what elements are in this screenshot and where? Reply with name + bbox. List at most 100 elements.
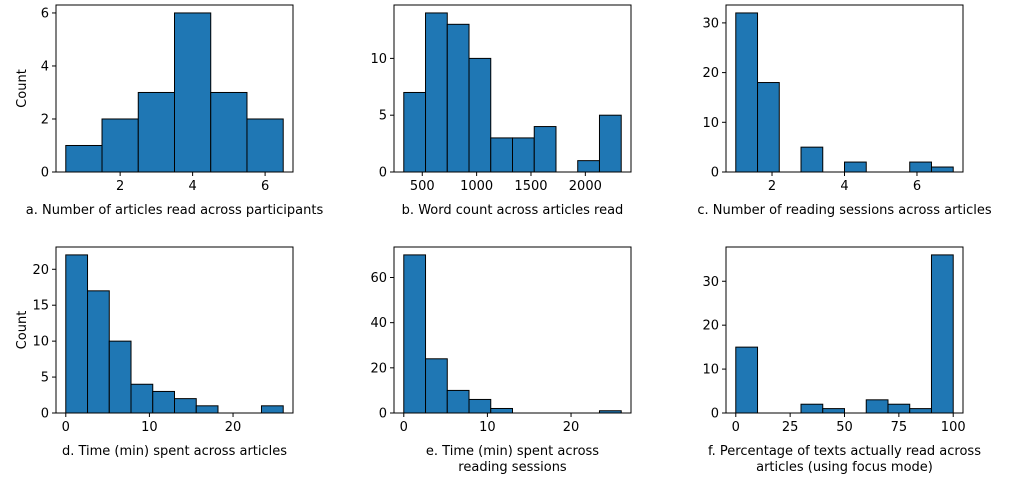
panel-caption: b. Word count across articles read <box>402 203 624 218</box>
histogram-bar <box>101 118 139 173</box>
histogram-bar <box>865 399 889 414</box>
y-tick-label: 0 <box>711 407 719 422</box>
x-tick-label: 2 <box>116 179 124 194</box>
histogram-bar <box>137 91 176 173</box>
y-tick-label: 40 <box>370 316 387 331</box>
y-tick-label: 30 <box>702 16 719 31</box>
y-tick-label: 0 <box>379 166 387 181</box>
panel-caption: articles (using focus mode) <box>756 460 933 475</box>
panel-caption: c. Number of reading sessions across art… <box>697 203 992 218</box>
x-tick-label: 25 <box>782 420 799 435</box>
x-tick-label: 1000 <box>460 179 493 194</box>
histogram-bar <box>446 23 470 173</box>
y-tick-label: 20 <box>32 263 49 278</box>
x-tick-label: 0 <box>732 420 740 435</box>
histogram-bar <box>446 389 470 414</box>
histogram-bar <box>930 166 954 173</box>
y-tick-label: 0 <box>41 407 49 422</box>
x-tick-label: 4 <box>188 179 196 194</box>
x-tick-label: 10 <box>141 420 158 435</box>
histogram-bar <box>800 146 824 173</box>
histogram-bar <box>152 390 175 414</box>
histogram-bar <box>512 137 535 173</box>
histogram-bar <box>260 405 284 414</box>
y-axis-label: Count <box>15 69 30 108</box>
histogram-bar <box>468 398 492 414</box>
panel-caption: f. Percentage of texts actually read acr… <box>708 444 981 459</box>
histogram-bar <box>490 137 513 173</box>
x-tick-label: 2 <box>768 179 776 194</box>
y-tick-label: 20 <box>702 66 719 81</box>
histogram-bar <box>108 340 132 414</box>
y-tick-label: 20 <box>370 361 387 376</box>
plot-frame <box>55 4 294 173</box>
x-tick-label: 10 <box>479 420 496 435</box>
histogram-bar <box>65 254 89 414</box>
y-tick-label: 30 <box>702 275 719 290</box>
histogram-bar <box>490 407 513 414</box>
y-tick-label: 10 <box>702 116 719 131</box>
histogram-bar <box>887 403 911 414</box>
histogram-bar <box>174 398 197 414</box>
histogram-bar <box>757 82 780 173</box>
y-tick-label: 0 <box>379 407 387 422</box>
histogram-bar <box>425 358 448 414</box>
y-tick-label: 6 <box>41 6 49 21</box>
histogram-bar <box>533 126 557 173</box>
x-tick-label: 2000 <box>569 179 602 194</box>
x-tick-label: 4 <box>840 179 848 194</box>
plot-frame <box>55 246 294 414</box>
y-tick-label: 5 <box>41 371 49 386</box>
histogram-panel-b: 500 1000 1500 2000 0 5 10 b. Word count across … <box>370 4 632 218</box>
x-tick-label: 20 <box>225 420 242 435</box>
panel-caption: reading sessions <box>458 460 567 475</box>
histogram-bar <box>195 405 219 414</box>
histogram-bar <box>468 57 492 173</box>
panel-caption: a. Number of articles read across partic… <box>26 203 324 218</box>
x-tick-label: 75 <box>891 420 908 435</box>
histogram-panel-c: 2 4 6 0 10 20 30 c. Number of reading sessions … <box>697 4 992 218</box>
x-tick-label: 1500 <box>514 179 547 194</box>
y-axis-label: Count <box>15 311 30 350</box>
y-tick-label: 2 <box>41 112 49 127</box>
histogram-bar <box>800 403 824 414</box>
y-tick-label: 10 <box>702 363 719 378</box>
y-tick-label: 10 <box>370 52 387 67</box>
x-tick-label: 100 <box>941 420 966 435</box>
y-tick-label: 0 <box>41 166 49 181</box>
histogram-bar <box>598 114 622 173</box>
histogram-bar <box>909 161 932 173</box>
histogram-panel-a: 2 4 6 0 2 4 6 Count a. Number of articles read a… <box>15 4 324 218</box>
histogram-panel-f: 0 25 50 75 100 0 10 20 30 f. Percentage of texts … <box>702 246 981 475</box>
histogram-bar <box>403 254 427 414</box>
x-tick-label: 500 <box>410 179 435 194</box>
histogram-bar <box>210 91 248 173</box>
histogram-panel-e: 0 10 20 0 20 40 60 e. Time (min) spent acrossre… <box>370 246 632 475</box>
histogram-bar <box>909 408 932 414</box>
histogram-bar <box>822 408 846 414</box>
histogram-bar <box>577 160 600 173</box>
histogram-bar <box>130 383 154 414</box>
histogram-bar <box>246 118 284 173</box>
x-tick-label: 0 <box>62 420 70 435</box>
histogram-bar <box>65 144 103 173</box>
y-tick-label: 10 <box>32 335 49 350</box>
x-tick-label: 50 <box>836 420 853 435</box>
histogram-bar <box>735 346 759 414</box>
y-tick-label: 60 <box>370 271 387 286</box>
histogram-bar <box>403 91 427 173</box>
y-tick-label: 20 <box>702 319 719 334</box>
x-tick-label: 20 <box>563 420 580 435</box>
histogram-bar <box>425 12 448 173</box>
x-tick-label: 0 <box>400 420 408 435</box>
plot-frame <box>725 246 964 414</box>
y-tick-label: 5 <box>379 109 387 124</box>
panel-caption: d. Time (min) spent across articles <box>62 444 287 459</box>
histogram-bar <box>844 161 867 173</box>
plot-frame <box>393 4 632 173</box>
y-tick-label: 4 <box>41 59 49 74</box>
histogram-bar <box>174 12 212 173</box>
histogram-panel-d: 0 10 20 0 5 10 15 20 Count d. Time (min) spent ac… <box>15 246 294 459</box>
panel-caption: e. Time (min) spent across <box>426 444 599 459</box>
